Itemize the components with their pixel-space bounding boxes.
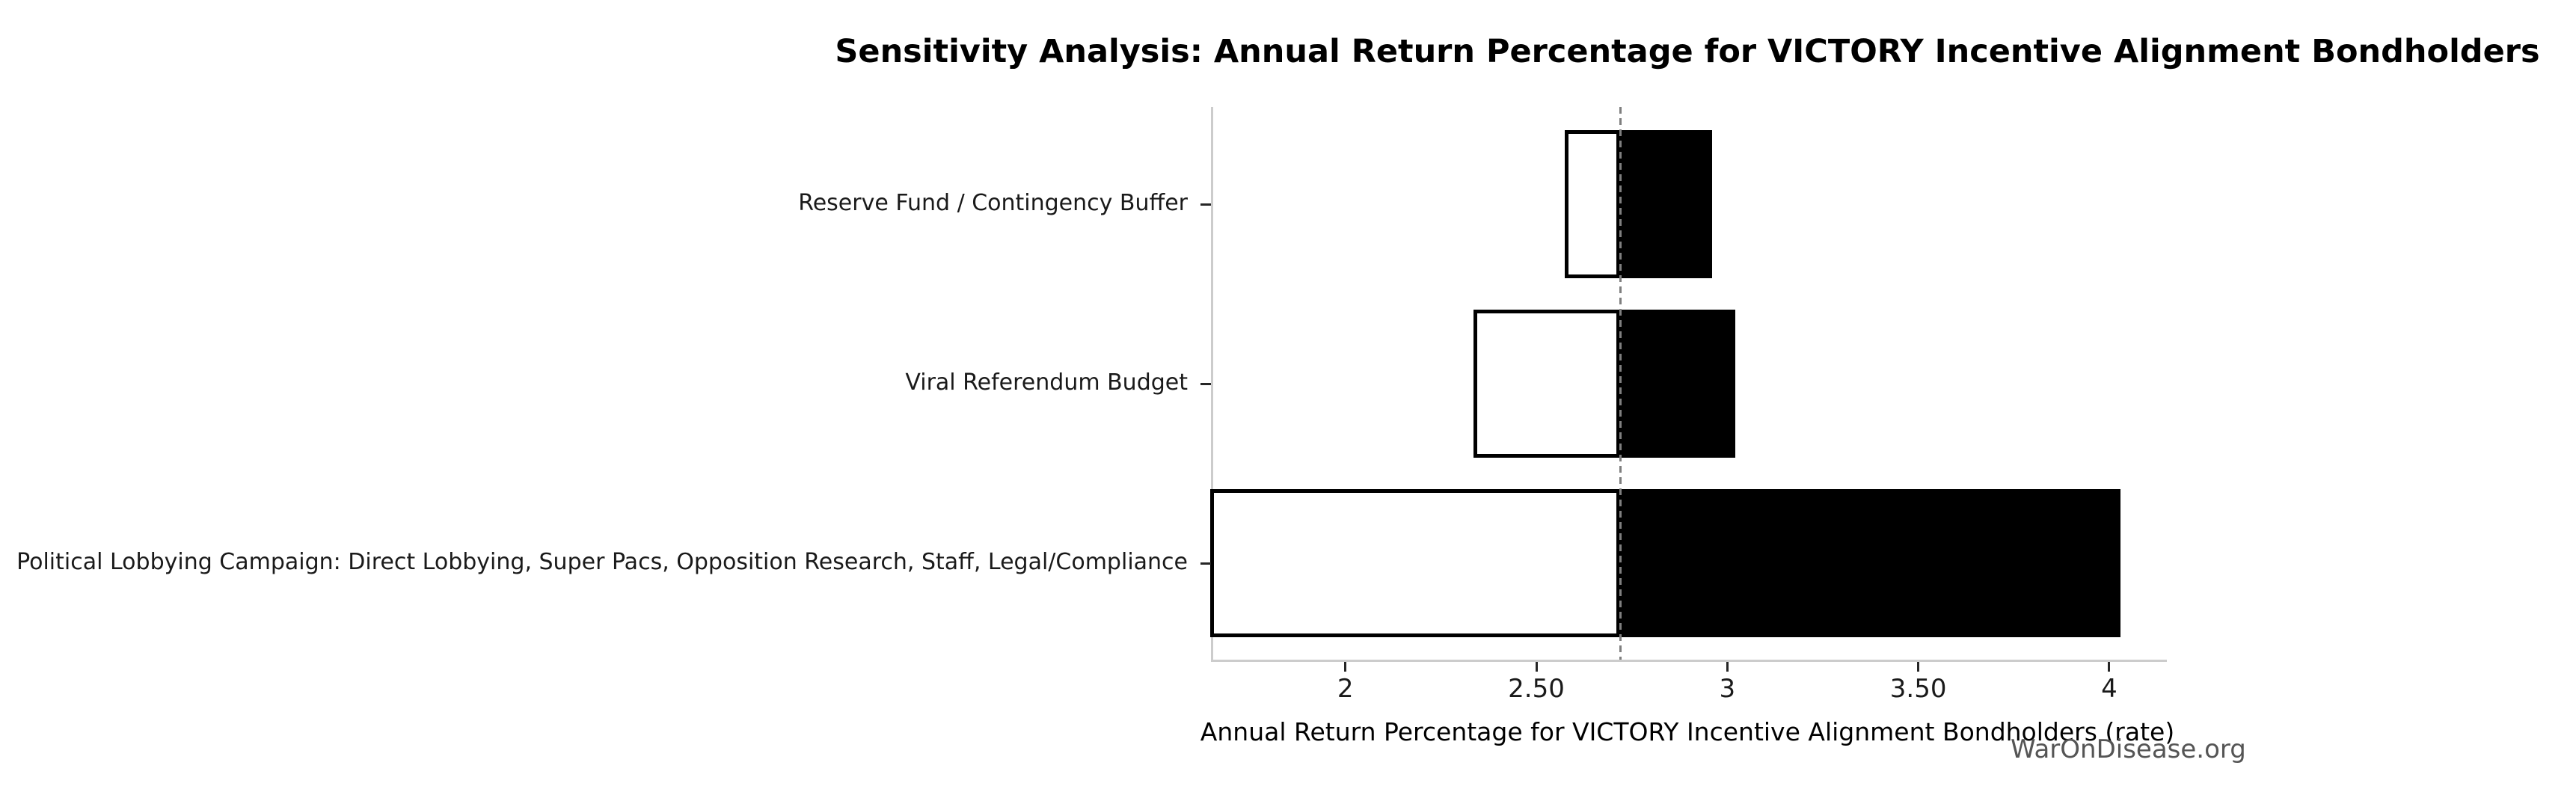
x-axis-tick <box>1344 662 1347 672</box>
x-tick-label: 3 <box>1719 674 1736 704</box>
y-tick-label: Political Lobbying Campaign: Direct Lobb… <box>16 549 1188 575</box>
x-axis-tick <box>1917 662 1920 672</box>
base-value-dashed-line <box>1619 107 1622 660</box>
y-axis-tick <box>1200 562 1211 565</box>
bar-low-segment <box>1565 130 1621 278</box>
x-tick-label: 2.50 <box>1508 674 1565 704</box>
y-axis-tick <box>1200 203 1211 206</box>
x-tick-label: 4 <box>2101 674 2117 704</box>
x-axis-tick <box>1535 662 1538 672</box>
y-tick-label: Viral Referendum Budget <box>905 369 1188 396</box>
x-axis-label: Annual Return Percentage for VICTORY Inc… <box>1200 717 2175 746</box>
x-axis-tick <box>1726 662 1729 672</box>
bar-low-segment <box>1473 310 1621 458</box>
bar-high-segment <box>1620 130 1712 278</box>
bar-high-segment <box>1620 310 1735 458</box>
bar-low-segment <box>1209 489 1621 637</box>
x-tick-label: 2 <box>1337 674 1354 704</box>
x-axis-tick <box>2108 662 2111 672</box>
bar-high-segment <box>1620 489 2121 637</box>
x-tick-label: 3.50 <box>1889 674 1947 704</box>
y-tick-label: Reserve Fund / Contingency Buffer <box>798 190 1188 216</box>
plot-area <box>1211 107 2167 662</box>
y-axis-tick <box>1200 382 1211 385</box>
watermark-text: WarOnDisease.org <box>2011 734 2246 764</box>
chart-title: Sensitivity Analysis: Annual Return Perc… <box>835 33 2540 70</box>
